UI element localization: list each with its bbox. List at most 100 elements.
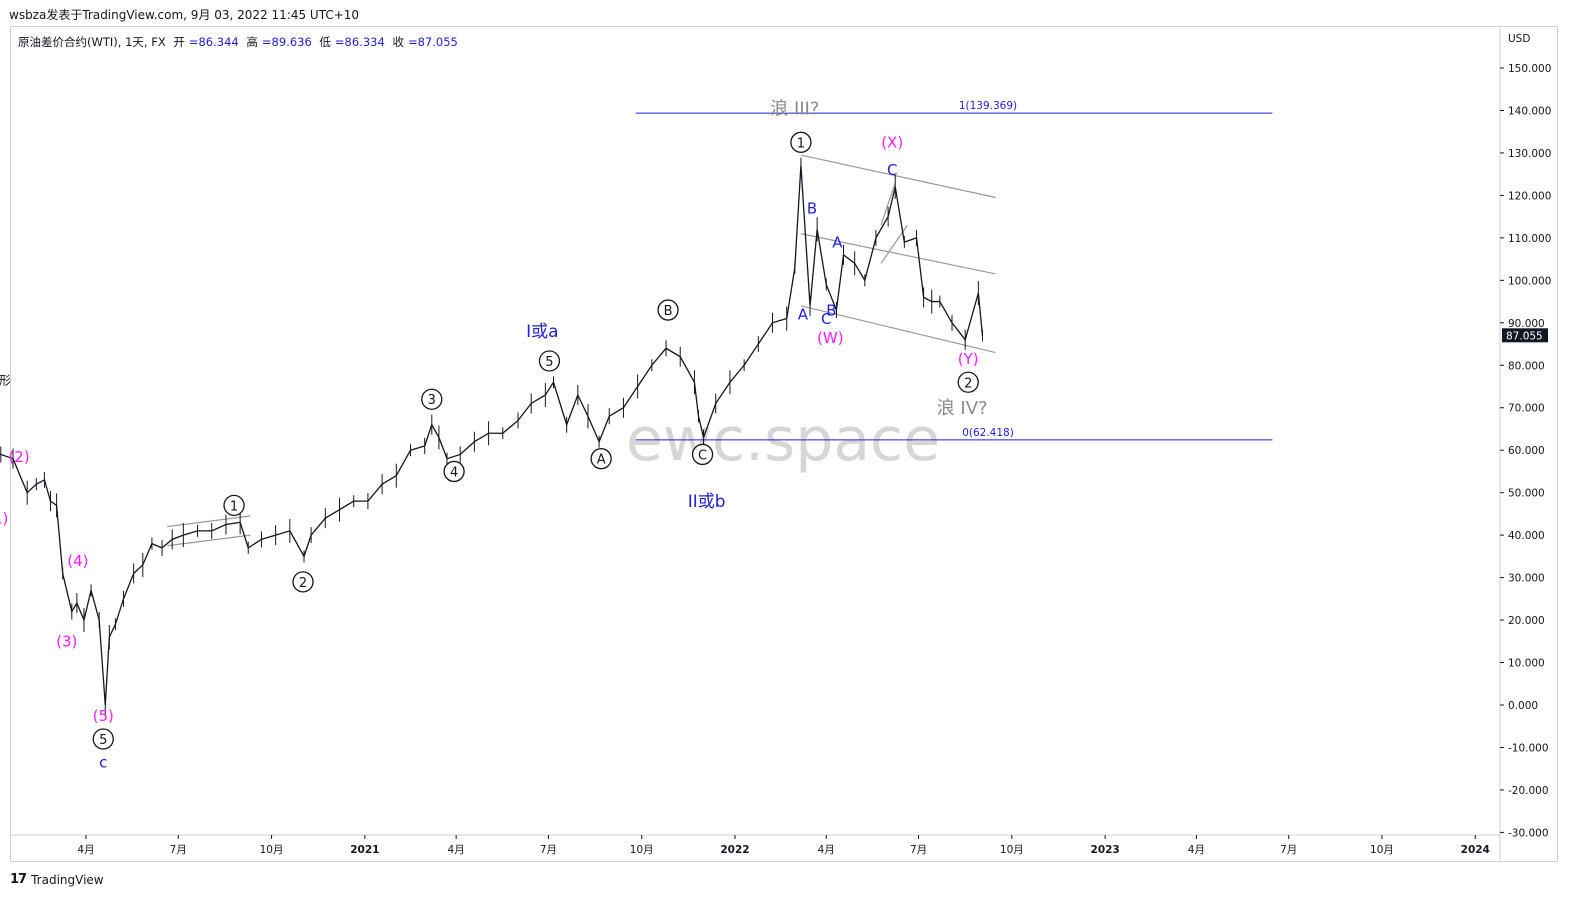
author-timestamp: wsbza发表于TradingView.com, 9月 03, 2022 11:… bbox=[9, 8, 360, 22]
y-tick-label: 120.000 bbox=[1508, 190, 1551, 202]
x-tick-label: 2022 bbox=[720, 844, 749, 856]
wave-label: c bbox=[99, 754, 107, 772]
wave-label: C bbox=[698, 448, 707, 463]
x-tick-label: 4月 bbox=[448, 844, 465, 856]
fib-level-label: 0(62.418) bbox=[962, 427, 1014, 439]
wave-circle-marker bbox=[538, 350, 561, 372]
wave-label: II或b bbox=[688, 492, 726, 512]
wave-label: I或a bbox=[526, 322, 558, 342]
wave-label: 2 bbox=[299, 576, 307, 591]
wave-circle-marker bbox=[957, 371, 979, 393]
x-tick-label: 7月 bbox=[170, 844, 187, 856]
high-label: 高 bbox=[246, 35, 258, 49]
x-tick-label: 10月 bbox=[1000, 844, 1024, 856]
wave-label: B bbox=[826, 301, 836, 319]
y-tick-label: 30.000 bbox=[1508, 573, 1545, 585]
wave-circle-marker bbox=[292, 571, 314, 593]
wave-label: 2 bbox=[964, 376, 972, 391]
x-tick-label: 4月 bbox=[1188, 844, 1205, 856]
currency-label: USD bbox=[1508, 33, 1530, 45]
x-tick-label: 2024 bbox=[1461, 844, 1490, 856]
y-tick-label: 140.000 bbox=[1508, 105, 1551, 117]
wave-label: (1) bbox=[0, 509, 8, 527]
wave-label: (4) bbox=[67, 552, 88, 570]
wave-label: 5 bbox=[99, 733, 107, 748]
trend-channel-line bbox=[800, 305, 996, 354]
wave-label: (Y) bbox=[958, 350, 979, 368]
wave-label: 1 bbox=[797, 136, 805, 151]
wave-label: 浪 III? bbox=[770, 99, 819, 120]
wave-label: C bbox=[887, 161, 897, 179]
y-tick-label: 50.000 bbox=[1508, 488, 1545, 500]
x-tick-label: 2021 bbox=[350, 844, 379, 856]
wave-label: 三角形 bbox=[0, 373, 11, 387]
wave-label: 4 bbox=[450, 465, 458, 480]
high-value: =89.636 bbox=[261, 35, 312, 49]
last-price-tag bbox=[1502, 328, 1548, 343]
trend-channel-line bbox=[880, 224, 908, 264]
x-tick-label: 4月 bbox=[77, 844, 94, 856]
x-tick-label: 7月 bbox=[1280, 844, 1297, 856]
wave-label: (X) bbox=[881, 134, 903, 152]
symbol-info: 原油差价合约(WTI), 1天, FX 开 =86.344 高 =89.636 低 =… bbox=[18, 34, 462, 50]
close-value: =87.055 bbox=[407, 35, 458, 49]
close-label: 收 bbox=[392, 35, 404, 49]
y-tick-label: 100.000 bbox=[1508, 275, 1551, 287]
wave-label: A bbox=[798, 306, 809, 324]
y-tick-label: 150.000 bbox=[1508, 63, 1551, 75]
open-value: =86.344 bbox=[188, 35, 239, 49]
wave-circle-marker bbox=[691, 443, 714, 466]
y-tick-label: 130.000 bbox=[1508, 148, 1551, 160]
wave-circle-marker bbox=[657, 299, 679, 321]
low-value: =86.334 bbox=[334, 35, 385, 49]
wave-label: A bbox=[832, 233, 843, 251]
x-tick-label: 10月 bbox=[260, 844, 284, 856]
wave-circle-marker bbox=[790, 131, 812, 153]
trend-channel-line bbox=[880, 182, 896, 226]
x-tick-label: 2023 bbox=[1091, 844, 1120, 856]
chart-frame[interactable] bbox=[10, 26, 1558, 862]
trend-channel-line bbox=[800, 154, 996, 199]
y-tick-label: 20.000 bbox=[1508, 615, 1545, 627]
trend-channel-line bbox=[800, 233, 996, 275]
symbol-name: 原油差价合约(WTI), 1天, FX bbox=[18, 35, 166, 49]
x-tick-label: 7月 bbox=[540, 844, 557, 856]
wave-circle-marker bbox=[443, 460, 465, 483]
y-tick-label: 110.000 bbox=[1508, 233, 1551, 245]
trend-channel-line bbox=[167, 515, 251, 528]
wave-label: (5) bbox=[93, 707, 114, 725]
tradingview-logo-icon: 17 bbox=[10, 872, 27, 887]
wave-label: B bbox=[664, 304, 673, 319]
y-tick-label: 60.000 bbox=[1508, 445, 1545, 457]
wave-label: 5 bbox=[545, 355, 553, 370]
x-tick-label: 10月 bbox=[1370, 844, 1394, 856]
y-tick-label: 80.000 bbox=[1508, 360, 1545, 372]
wave-circle-marker bbox=[590, 448, 612, 470]
wave-circle-marker bbox=[223, 494, 245, 517]
wave-label: A bbox=[597, 453, 606, 468]
y-tick-label: -10.000 bbox=[1508, 742, 1549, 754]
wave-circle-marker bbox=[421, 388, 443, 410]
y-tick-label: 70.000 bbox=[1508, 403, 1545, 415]
y-tick-label: 10.000 bbox=[1508, 658, 1545, 670]
y-tick-label: -20.000 bbox=[1508, 785, 1549, 797]
trend-channel-line bbox=[167, 534, 251, 547]
low-label: 低 bbox=[319, 35, 331, 49]
wave-label: (2) bbox=[8, 448, 29, 466]
wave-label: 浪 IV? bbox=[937, 398, 988, 419]
x-tick-label: 7月 bbox=[910, 844, 927, 856]
open-label: 开 bbox=[173, 35, 185, 49]
last-price-label: 87.055 bbox=[1506, 330, 1543, 342]
wave-circle-marker bbox=[92, 728, 114, 750]
y-tick-label: -30.000 bbox=[1508, 827, 1549, 839]
x-tick-label: 4月 bbox=[818, 844, 835, 856]
wave-label: (W) bbox=[817, 329, 844, 347]
x-tick-label: 10月 bbox=[630, 844, 654, 856]
footer-brand: TradingView bbox=[31, 872, 104, 887]
wave-label: B bbox=[807, 199, 817, 217]
wave-label: 1 bbox=[230, 499, 238, 514]
tradingview-footer[interactable]: 17 TradingView bbox=[10, 872, 104, 887]
y-tick-label: 0.000 bbox=[1508, 700, 1538, 712]
wave-label: 3 bbox=[428, 393, 436, 408]
